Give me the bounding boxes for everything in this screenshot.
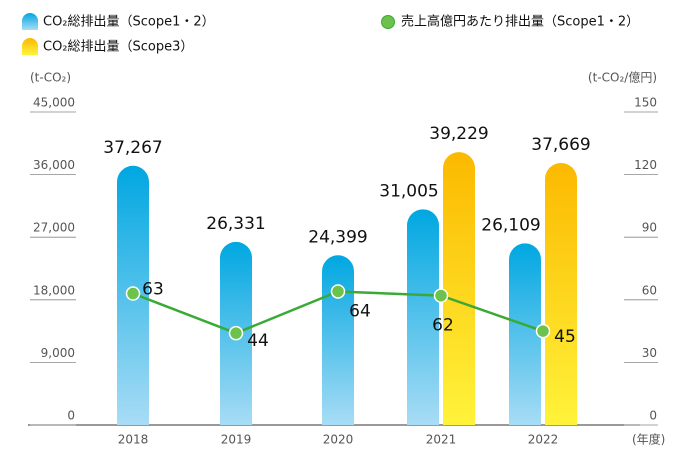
y-axis-label: (t-CO₂) — [30, 71, 71, 85]
line-marker — [535, 323, 551, 339]
bar-value-label: 37,267 — [103, 138, 162, 158]
line-marker — [330, 284, 346, 299]
y-tick-label: 18,000 — [33, 283, 75, 297]
legend-label: 売上高億円あたり排出量（Scope1・2） — [401, 14, 639, 30]
line-value-label: 45 — [554, 327, 576, 347]
line-marker — [228, 325, 244, 341]
bar — [407, 209, 439, 425]
x-tick-label: 2020 — [323, 433, 354, 447]
x-tick-label: 2018 — [118, 433, 149, 447]
bar-value-label: 26,109 — [481, 215, 540, 235]
x-tick-label: 2022 — [528, 433, 559, 447]
bar-value-label: 39,229 — [429, 124, 488, 144]
y-tick-label: 9,000 — [41, 346, 75, 360]
y2-tick-label: 0 — [649, 409, 657, 423]
legend-label: CO₂総排出量（Scope1・2） — [43, 15, 215, 30]
bar — [443, 152, 475, 426]
bar-value-label: 31,005 — [379, 181, 438, 201]
y-tick-label: 27,000 — [33, 221, 75, 235]
bar-value-label: 24,399 — [308, 227, 367, 247]
line-value-label: 63 — [142, 280, 164, 300]
y2-tick-label: 60 — [642, 283, 657, 297]
x-tick-label: 2021 — [426, 433, 457, 447]
bar-value-label: 37,669 — [531, 135, 590, 155]
y-tick-label: 0 — [67, 409, 75, 423]
bar-value-label: 26,331 — [206, 214, 265, 234]
y-tick-label: 36,000 — [33, 158, 75, 172]
line-value-label: 62 — [432, 316, 454, 336]
y-tick-label: 45,000 — [33, 96, 75, 110]
line-value-label: 64 — [349, 301, 371, 321]
legend-swatch — [22, 38, 38, 55]
x-axis-label: (年度) — [632, 432, 665, 447]
legend-swatch — [22, 13, 38, 30]
legend-swatch — [381, 15, 395, 29]
legend-label: CO₂総排出量（Scope3） — [43, 40, 193, 55]
line-marker — [125, 286, 141, 301]
bar — [545, 162, 577, 425]
y2-tick-label: 90 — [642, 221, 657, 235]
y2-axis-label: (t-CO₂/億円) — [588, 71, 657, 85]
y2-tick-label: 150 — [634, 96, 657, 110]
bar — [509, 243, 541, 425]
x-tick-label: 2019 — [221, 433, 252, 447]
bar — [322, 255, 354, 425]
line-value-label: 44 — [247, 331, 269, 351]
y2-tick-label: 120 — [634, 158, 657, 172]
y2-tick-label: 30 — [642, 346, 657, 360]
line-marker — [433, 288, 449, 303]
